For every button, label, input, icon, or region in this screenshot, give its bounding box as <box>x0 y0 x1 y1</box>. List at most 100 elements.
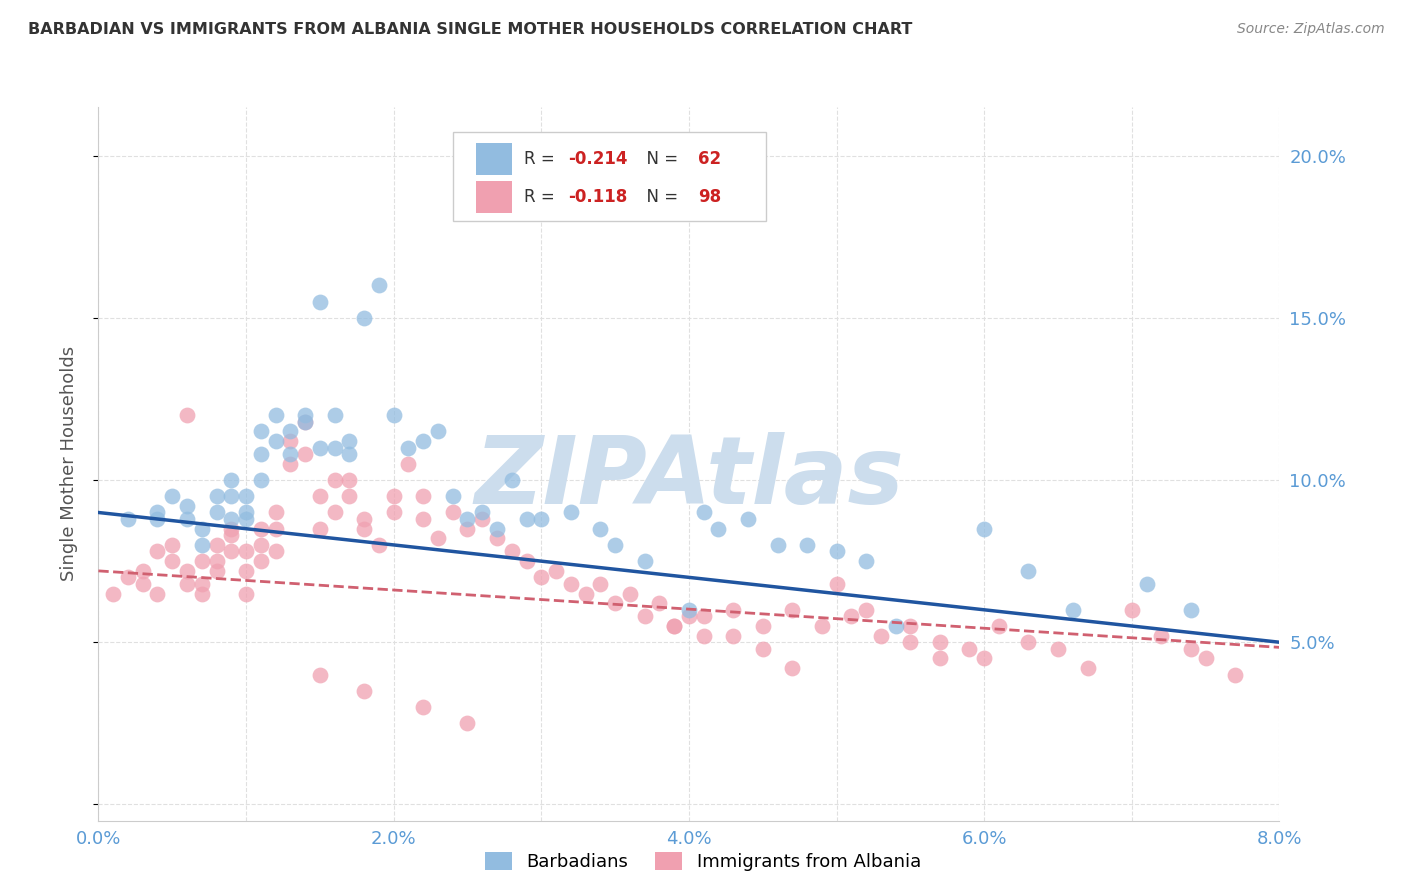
Point <box>1180 603 1202 617</box>
Point <box>456 512 478 526</box>
Point <box>219 528 242 542</box>
Point <box>839 609 862 624</box>
Point <box>1077 661 1099 675</box>
Point <box>162 538 183 552</box>
Point <box>162 554 183 568</box>
Point <box>574 586 596 600</box>
Point <box>412 512 434 526</box>
Point <box>396 441 419 455</box>
Point <box>560 577 582 591</box>
Point <box>219 489 242 503</box>
Point <box>501 473 523 487</box>
FancyBboxPatch shape <box>477 143 512 175</box>
Point <box>353 512 375 526</box>
FancyBboxPatch shape <box>453 132 766 221</box>
Point <box>278 425 302 439</box>
Point <box>426 425 449 439</box>
FancyBboxPatch shape <box>477 181 512 213</box>
Point <box>751 641 773 656</box>
Point <box>471 512 494 526</box>
Point <box>235 489 257 503</box>
Point <box>294 415 316 429</box>
Text: Source: ZipAtlas.com: Source: ZipAtlas.com <box>1237 22 1385 37</box>
Point <box>501 544 523 558</box>
Point <box>132 577 155 591</box>
Point <box>869 629 891 643</box>
Point <box>589 577 612 591</box>
Point <box>782 661 804 675</box>
Point <box>810 619 832 633</box>
Point <box>530 512 553 526</box>
Point <box>987 619 1010 633</box>
Point <box>900 619 922 633</box>
Point <box>117 512 139 526</box>
Point <box>146 512 169 526</box>
Point <box>337 434 360 449</box>
Point <box>278 447 302 461</box>
Point <box>308 294 332 309</box>
Point <box>546 564 568 578</box>
Point <box>323 441 346 455</box>
Point <box>633 609 655 624</box>
Legend: Barbadians, Immigrants from Albania: Barbadians, Immigrants from Albania <box>478 845 928 879</box>
Text: 62: 62 <box>699 150 721 168</box>
Point <box>957 641 980 656</box>
Point <box>308 441 332 455</box>
Point <box>485 532 508 546</box>
Point <box>515 554 537 568</box>
Point <box>884 619 907 633</box>
Point <box>515 512 537 526</box>
Point <box>250 425 273 439</box>
Point <box>323 506 346 520</box>
Point <box>205 554 228 568</box>
Point <box>205 489 228 503</box>
Point <box>353 310 375 325</box>
Point <box>751 619 773 633</box>
Point <box>796 538 818 552</box>
Point <box>693 609 716 624</box>
Point <box>441 506 464 520</box>
Text: -0.214: -0.214 <box>568 150 628 168</box>
Point <box>337 489 360 503</box>
Point <box>353 522 375 536</box>
Text: R =: R = <box>523 150 560 168</box>
Point <box>605 596 627 610</box>
Point <box>219 512 242 526</box>
Point <box>264 522 287 536</box>
Point <box>250 554 273 568</box>
Point <box>721 629 744 643</box>
Point <box>426 532 449 546</box>
Y-axis label: Single Mother Households: Single Mother Households <box>59 346 77 582</box>
Point <box>633 554 655 568</box>
Point <box>191 554 214 568</box>
Point <box>176 512 198 526</box>
Point <box>928 635 950 649</box>
Point <box>648 596 671 610</box>
Point <box>235 506 257 520</box>
Point <box>146 544 169 558</box>
Point <box>235 564 257 578</box>
Point <box>825 577 848 591</box>
Point <box>176 577 198 591</box>
Text: R =: R = <box>523 188 560 206</box>
Point <box>337 447 360 461</box>
Point <box>353 684 375 698</box>
Point <box>1121 603 1143 617</box>
Point <box>278 434 302 449</box>
Point <box>191 538 214 552</box>
Text: N =: N = <box>636 188 683 206</box>
Text: -0.118: -0.118 <box>568 188 627 206</box>
Point <box>146 506 169 520</box>
Point <box>219 473 242 487</box>
Point <box>737 512 759 526</box>
Point <box>855 554 877 568</box>
Point <box>264 506 287 520</box>
Point <box>219 522 242 536</box>
Text: ZIPAtlas: ZIPAtlas <box>474 432 904 524</box>
Point <box>973 651 995 665</box>
Point <box>693 506 716 520</box>
Point <box>1150 629 1173 643</box>
Point <box>162 489 183 503</box>
Point <box>1135 577 1157 591</box>
Point <box>678 609 700 624</box>
